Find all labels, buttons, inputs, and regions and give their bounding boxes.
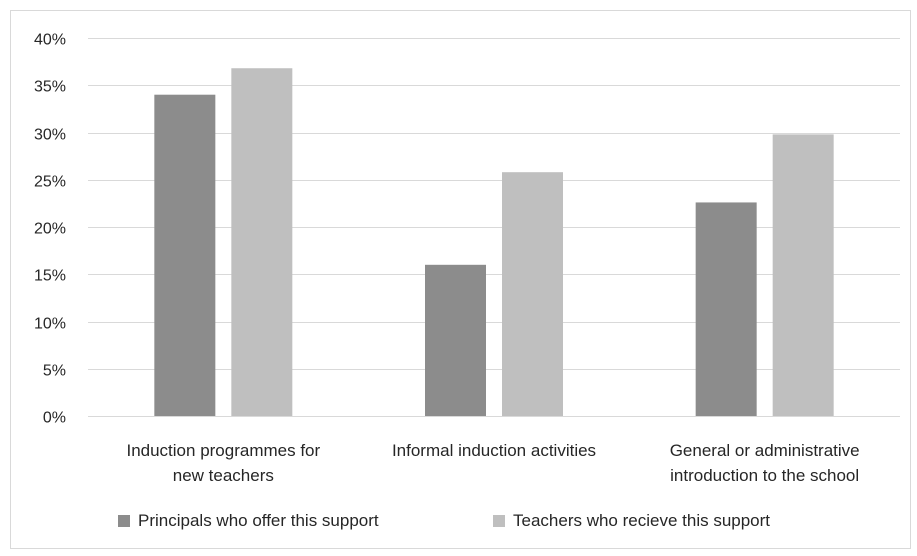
gridlines: [88, 38, 900, 370]
x-category-label: Induction programmes for: [126, 441, 320, 460]
bar: [154, 94, 216, 416]
bars: [154, 68, 834, 417]
legend: Principals who offer this support Teacher…: [118, 511, 770, 530]
y-tick-label: 40%: [34, 32, 66, 49]
bar: [502, 172, 563, 416]
y-tick-label: 5%: [43, 363, 66, 380]
y-tick-label: 30%: [34, 127, 66, 144]
legend-label: Principals who offer this support: [138, 511, 379, 530]
x-category-label: introduction to the school: [670, 466, 859, 485]
x-category-label: Informal induction activities: [392, 441, 596, 460]
bar: [231, 68, 293, 417]
chart-border: [10, 10, 911, 549]
legend-swatch: [493, 515, 505, 527]
legend-label: Teachers who recieve this support: [513, 511, 770, 530]
y-tick-label: 15%: [34, 268, 66, 285]
y-tick-label: 20%: [34, 221, 66, 238]
bar: [695, 202, 757, 416]
bar: [425, 264, 486, 416]
y-axis-ticks: 0% 5% 10% 15% 20% 25% 30% 35% 40%: [34, 32, 66, 427]
y-tick-label: 35%: [34, 79, 66, 96]
x-category-label: new teachers: [173, 466, 274, 485]
legend-swatch: [118, 515, 130, 527]
x-axis-categories: Induction programmes for new teachers Info…: [126, 441, 859, 485]
bar: [772, 134, 834, 416]
y-tick-label: 10%: [34, 316, 66, 333]
y-tick-label: 0%: [43, 410, 66, 427]
y-tick-label: 25%: [34, 174, 66, 191]
x-category-label: General or administrative: [670, 441, 860, 460]
